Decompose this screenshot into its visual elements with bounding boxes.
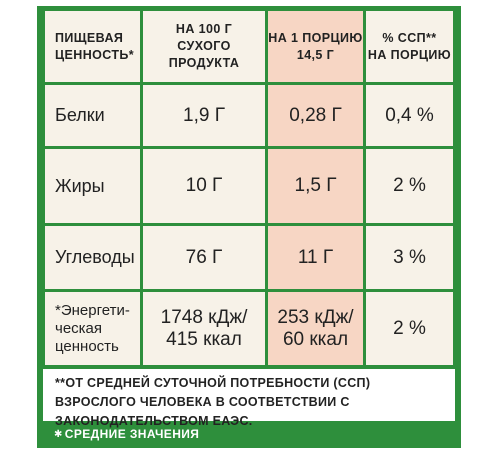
header-percent-ssp: % ССП** НА ПОРЦИЮ [366, 11, 453, 82]
row-proteins-per100-value: 1,9 Г [183, 104, 225, 126]
row-fats-percent: 2 % [366, 149, 453, 223]
row-proteins-per100: 1,9 Г [143, 85, 265, 146]
row-fats-name: Жиры [55, 175, 105, 196]
row-energy-percent: 2 % [366, 292, 453, 365]
row-carbs-per-serving-value: 11 Г [297, 246, 334, 268]
header-per-serving-line1: НА 1 ПОРЦИЮ [268, 30, 363, 45]
row-fats-per100-value: 10 Г [185, 175, 223, 196]
asterisk-icon: ✱ [54, 428, 63, 440]
row-fats-label: Жиры [45, 149, 140, 223]
row-energy-percent-value: 2 % [393, 317, 426, 339]
row-energy-per100: 1748 кДж/ 415 ккал [143, 292, 265, 365]
row-energy-name-line1: *Энергети- [55, 301, 130, 319]
ssp-footnote: **ОТ СРЕДНЕЙ СУТОЧНОЙ ПОТРЕБНОСТИ (ССП) … [43, 369, 455, 428]
header-percent-ssp-line2: НА ПОРЦИЮ [367, 47, 452, 62]
header-nutrition-value-text: ПИЩЕВАЯ ЦЕННОСТЬ* [55, 30, 135, 62]
header-per-100g-text: НА 100 Г СУХОГО ПРОДУКТА [168, 22, 240, 70]
header-per-100g: НА 100 Г СУХОГО ПРОДУКТА [143, 11, 265, 82]
header-per-serving: НА 1 ПОРЦИЮ 14,5 Г [268, 11, 363, 82]
row-energy-per-serving: 253 кДж/ 60 ккал [268, 292, 363, 365]
row-fats-per100: 10 Г [143, 149, 265, 223]
ssp-footnote-text: **ОТ СРЕДНЕЙ СУТОЧНОЙ ПОТРЕБНОСТИ (ССП) … [55, 376, 371, 428]
header-percent-ssp-line1: % ССП** [382, 30, 437, 45]
row-carbs-label: Углеводы [45, 226, 140, 289]
row-energy-per100-kj: 1748 кДж/ [160, 306, 248, 328]
row-carbs-per100-value: 76 Г [185, 246, 223, 268]
row-fats-per-serving-value: 1,5 Г [294, 175, 337, 196]
row-energy-name-line2: ческая [55, 319, 103, 337]
row-energy-label: *Энергети- ческая ценность [45, 292, 140, 365]
row-energy-per-serving-kj: 253 кДж/ [277, 306, 354, 328]
row-proteins-label: Белки [45, 85, 140, 146]
row-carbs-percent-value: 3 % [393, 246, 426, 268]
row-proteins-per-serving-value: 0,28 Г [289, 104, 342, 126]
row-energy-per-serving-kcal: 60 ккал [282, 328, 349, 350]
row-proteins-per-serving: 0,28 Г [268, 85, 363, 146]
row-proteins-name: Белки [55, 105, 105, 125]
row-energy-per100-kcal: 415 ккал [166, 328, 242, 350]
row-carbs-per-serving: 11 Г [268, 226, 363, 289]
row-fats-percent-value: 2 % [393, 175, 426, 196]
row-fats-per-serving: 1,5 Г [268, 149, 363, 223]
row-carbs-per100: 76 Г [143, 226, 265, 289]
row-proteins-percent: 0,4 % [366, 85, 453, 146]
average-values-note: ✱ СРЕДНИЕ ЗНАЧЕНИЯ [43, 421, 455, 447]
row-energy-name-line3: ценность [55, 337, 119, 355]
header-nutrition-value: ПИЩЕВАЯ ЦЕННОСТЬ* [45, 11, 140, 82]
row-carbs-percent: 3 % [366, 226, 453, 289]
row-carbs-name: Углеводы [55, 247, 135, 267]
header-per-serving-line2: 14,5 Г [296, 47, 335, 62]
row-proteins-percent-value: 0,4 % [385, 104, 434, 126]
average-values-text: СРЕДНИЕ ЗНАЧЕНИЯ [64, 427, 200, 441]
